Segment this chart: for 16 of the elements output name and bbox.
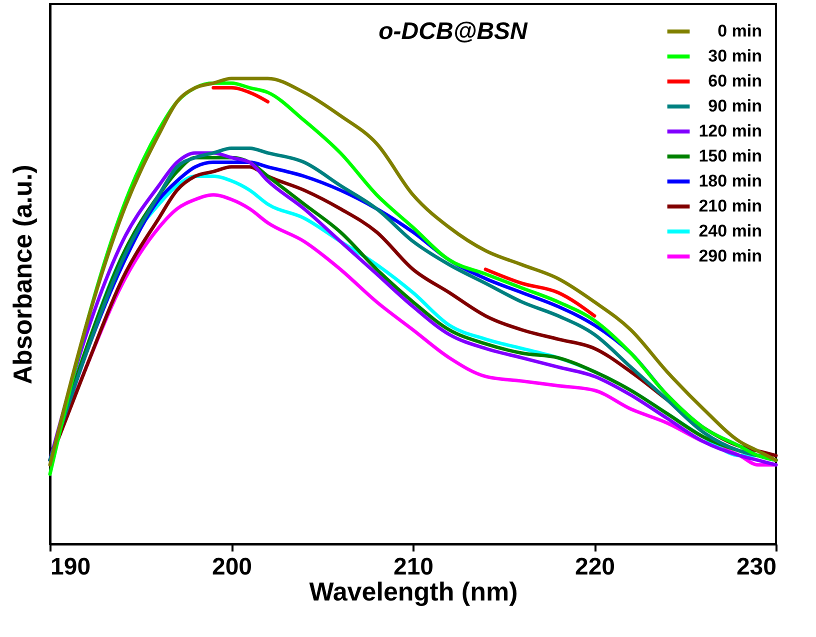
legend-label: 180 min [698,172,762,190]
x-tick-label: 190 [50,554,91,580]
x-tick-label: 200 [212,554,252,580]
legend-label: 60 min [708,72,762,90]
legend-label: 290 min [698,246,762,266]
legend-label: 210 min [698,196,762,216]
legend-label: 240 min [698,222,762,240]
legend-label: 0 min [718,22,762,40]
y-axis-title: Absorbance (a.u.) [8,164,38,384]
legend-label: 30 min [708,46,762,66]
legend-label: 150 min [698,146,762,166]
legend-label: 120 min [698,122,762,140]
x-tick-label: 230 [736,554,776,580]
x-tick-label: 220 [574,554,616,580]
legend-label: 90 min [708,96,762,116]
chart-title: o-DCB@BSN [378,18,528,45]
